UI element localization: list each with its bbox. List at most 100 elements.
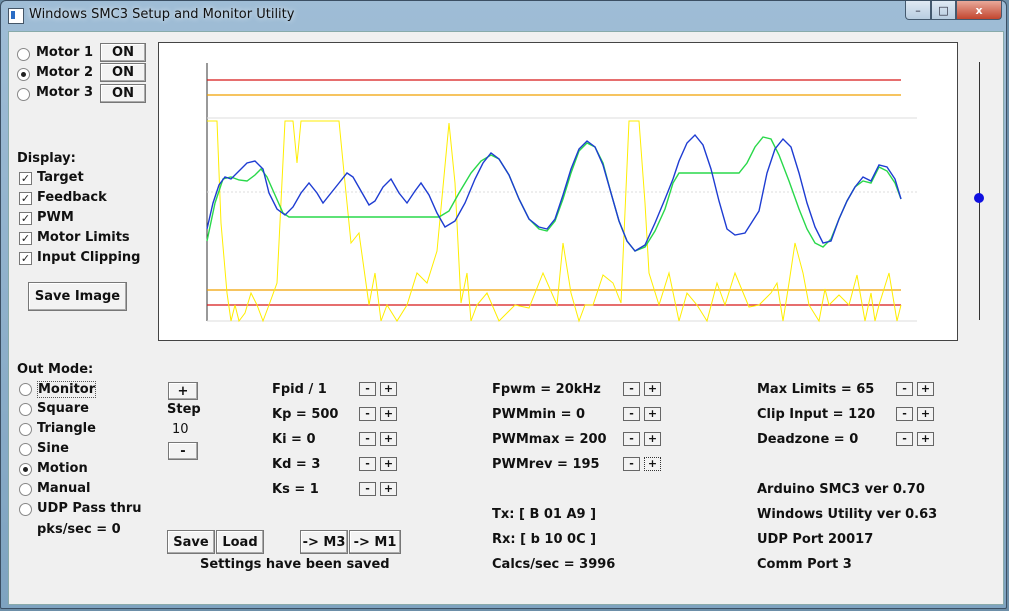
triangle-mode-radio[interactable] — [19, 423, 32, 436]
ki-decrease-button[interactable]: - — [359, 432, 376, 446]
manual-mode-radio[interactable] — [19, 483, 32, 496]
feedback-label: Feedback — [37, 190, 107, 205]
triangle-mode-label: Triangle — [37, 421, 96, 436]
kd-decrease-button[interactable]: - — [359, 457, 376, 471]
ks-label: Ks = 1 — [272, 482, 319, 497]
fpid-increase-button[interactable]: + — [380, 382, 397, 396]
pwmmin-increase-button[interactable]: + — [644, 407, 661, 421]
maximize-button[interactable]: □ — [931, 1, 956, 20]
motor-limits-label: Motor Limits — [37, 230, 130, 245]
motor-1-radio[interactable] — [17, 48, 30, 61]
square-mode-label: Square — [37, 401, 89, 416]
title-bar[interactable]: Windows SMC3 Setup and Monitor Utility –… — [1, 1, 1006, 31]
monitor-mode-label: Monitor — [37, 381, 97, 398]
manual-mode-label: Manual — [37, 481, 91, 496]
load-settings-button[interactable]: Load — [216, 530, 264, 554]
save-image-button[interactable]: Save Image — [28, 282, 127, 311]
deadzone-decrease-button[interactable]: - — [896, 432, 913, 446]
step-label: Step — [167, 402, 201, 417]
udp-pass-thru-radio[interactable] — [19, 503, 32, 516]
motion-mode-radio[interactable] — [19, 463, 32, 476]
motor-position-slider[interactable] — [979, 62, 980, 320]
motor-3-label: Motor 3 — [36, 85, 93, 100]
client-area: Motor 1 ON Motor 2 ON Motor 3 ON Display… — [8, 31, 1004, 605]
kp-increase-button[interactable]: + — [380, 407, 397, 421]
step-value: 10 — [172, 422, 189, 437]
pwmmax-decrease-button[interactable]: - — [623, 432, 640, 446]
rx-readout: Rx: [ b 10 0C ] — [492, 532, 597, 547]
fpwm-increase-button[interactable]: + — [644, 382, 661, 396]
save-settings-button[interactable]: Save — [167, 530, 215, 554]
minimize-button[interactable]: – — [905, 1, 931, 20]
target-trace — [206, 133, 902, 252]
arduino-version: Arduino SMC3 ver 0.70 — [757, 482, 925, 497]
clip-input-label: Clip Input = 120 — [757, 407, 876, 422]
window-title: Windows SMC3 Setup and Monitor Utility — [29, 7, 295, 22]
sine-mode-label: Sine — [37, 441, 69, 456]
kp-decrease-button[interactable]: - — [359, 407, 376, 421]
motor-3-on-button[interactable]: ON — [100, 84, 146, 103]
motor-2-radio[interactable] — [17, 68, 30, 81]
monitor-chart — [158, 42, 958, 341]
pwm-checkbox[interactable]: ✓ — [19, 212, 32, 225]
step-increase-button[interactable]: + — [168, 382, 198, 400]
comm-port: Comm Port 3 — [757, 557, 852, 572]
app-icon — [8, 8, 24, 24]
target-checkbox[interactable]: ✓ — [19, 172, 32, 185]
copy-to-m3-button[interactable]: -> M3 — [300, 530, 348, 554]
monitor-mode-radio[interactable] — [19, 383, 32, 396]
clip-input-increase-button[interactable]: + — [917, 407, 934, 421]
square-mode-radio[interactable] — [19, 403, 32, 416]
monitor-plot — [206, 63, 917, 323]
pwm-label: PWM — [37, 210, 74, 225]
pwmmin-label: PWMmin = 0 — [492, 407, 586, 422]
copy-to-m1-button[interactable]: -> M1 — [349, 530, 401, 554]
fpid-decrease-button[interactable]: - — [359, 382, 376, 396]
sine-mode-radio[interactable] — [19, 443, 32, 456]
packets-per-second: pks/sec = 0 — [37, 522, 121, 537]
status-message: Settings have been saved — [200, 557, 390, 572]
motor-limits-checkbox[interactable]: ✓ — [19, 232, 32, 245]
motor-2-on-button[interactable]: ON — [100, 63, 146, 82]
pwmmax-increase-button[interactable]: + — [644, 432, 661, 446]
ki-increase-button[interactable]: + — [380, 432, 397, 446]
max-limits-decrease-button[interactable]: - — [896, 382, 913, 396]
ks-increase-button[interactable]: + — [380, 482, 397, 496]
udp-pass-thru-label: UDP Pass thru — [37, 501, 142, 516]
slider-thumb[interactable] — [974, 193, 984, 203]
pwmrev-decrease-button[interactable]: - — [623, 457, 640, 471]
pwm-trace — [207, 120, 902, 323]
feedback-checkbox[interactable]: ✓ — [19, 192, 32, 205]
fpwm-label: Fpwm = 20kHz — [492, 382, 601, 397]
step-decrease-button[interactable]: - — [168, 442, 198, 460]
pwmrev-increase-button[interactable]: + — [644, 457, 661, 471]
close-button[interactable]: x — [956, 1, 1002, 20]
pwmmax-label: PWMmax = 200 — [492, 432, 607, 447]
motion-mode-label: Motion — [37, 461, 88, 476]
pwmmin-decrease-button[interactable]: - — [623, 407, 640, 421]
ks-decrease-button[interactable]: - — [359, 482, 376, 496]
tx-readout: Tx: [ B 01 A9 ] — [492, 507, 597, 522]
fpwm-decrease-button[interactable]: - — [623, 382, 640, 396]
ki-label: Ki = 0 — [272, 432, 316, 447]
motor-1-on-button[interactable]: ON — [100, 43, 146, 62]
max-limits-increase-button[interactable]: + — [917, 382, 934, 396]
display-heading: Display: — [17, 151, 76, 166]
kd-label: Kd = 3 — [272, 457, 321, 472]
out-mode-heading: Out Mode: — [17, 362, 94, 377]
motor-1-label: Motor 1 — [36, 45, 93, 60]
clip-input-decrease-button[interactable]: - — [896, 407, 913, 421]
deadzone-increase-button[interactable]: + — [917, 432, 934, 446]
motor-2-label: Motor 2 — [36, 65, 93, 80]
kd-increase-button[interactable]: + — [380, 457, 397, 471]
fpid-label: Fpid / 1 — [272, 382, 327, 397]
max-limits-label: Max Limits = 65 — [757, 382, 875, 397]
input-clipping-label: Input Clipping — [37, 250, 141, 265]
pwmrev-label: PWMrev = 195 — [492, 457, 600, 472]
udp-port: UDP Port 20017 — [757, 532, 874, 547]
input-clipping-checkbox[interactable]: ✓ — [19, 252, 32, 265]
kp-label: Kp = 500 — [272, 407, 339, 422]
target-label: Target — [37, 170, 84, 185]
motor-3-radio[interactable] — [17, 88, 30, 101]
